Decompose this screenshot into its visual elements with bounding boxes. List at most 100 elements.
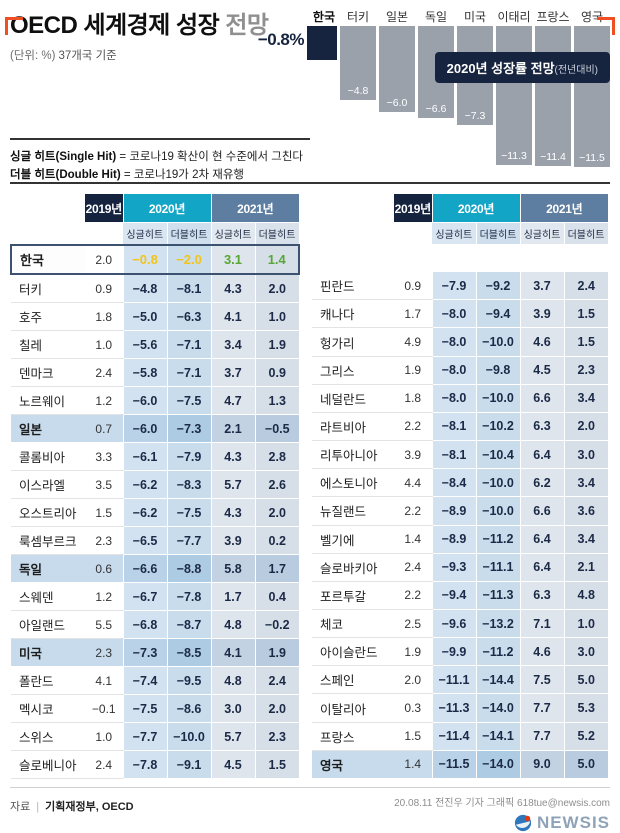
value-cell: −10.0 [166, 722, 211, 751]
value-cell: 2.3 [85, 526, 123, 555]
table-row-프랑스: 프랑스 1.5 −11.4 −14.1 7.7 5.2 [312, 722, 608, 751]
value-cell: −8.0 [431, 327, 476, 357]
value-cell: −5.6 [122, 330, 167, 359]
value-cell: 4.1 [85, 666, 123, 695]
country-name: 덴마크 [11, 358, 85, 387]
country-name: 체코 [312, 609, 394, 639]
subheader-single-2020: 싱글히트 [123, 222, 168, 246]
value-cell: 3.7 [210, 358, 255, 387]
value-cell: −7.3 [166, 414, 211, 443]
value-cell: −0.5 [254, 414, 299, 443]
value-cell: −8.0 [431, 299, 476, 329]
value-cell: 2.2 [394, 581, 432, 611]
country-name: 일본 [11, 414, 85, 443]
footer-section: 자료 | 기획재정부, OECD 20.08.11 전진우 기자 그래픽 618tu… [10, 787, 610, 833]
value-cell: −6.0 [122, 386, 167, 415]
single-hit-definition: 싱글 히트(Single Hit) = 코로나19 확산이 현 수준에서 그친다 [10, 148, 310, 166]
value-cell: −8.7 [166, 610, 211, 639]
value-cell: 3.4 [563, 468, 608, 498]
value-cell: −7.5 [122, 694, 167, 723]
value-cell: −9.4 [431, 581, 476, 611]
value-cell: 1.0 [563, 609, 608, 639]
value-cell: 2.0 [85, 244, 123, 275]
country-name: 아이슬란드 [312, 637, 394, 667]
value-cell: 3.5 [85, 470, 123, 499]
chart-title-badge: 2020년 성장률 전망(전년대비) [434, 52, 610, 83]
forecast-tables: 2019년 2020년 2021년 싱글히트 더블히트 싱글히트 더블히트 한국… [10, 194, 610, 780]
value-cell: −8.1 [431, 412, 476, 442]
value-cell: 0.4 [254, 582, 299, 611]
table-row-미국: 미국 2.3 −7.3 −8.5 4.1 1.9 [11, 638, 299, 667]
value-cell: 0.9 [254, 358, 299, 387]
table-row-핀란드: 핀란드 0.9 −7.9 −9.2 3.7 2.4 [312, 272, 608, 301]
value-cell: 1.0 [254, 302, 299, 331]
value-cell: 9.0 [519, 750, 564, 780]
value-cell: 2.3 [254, 722, 299, 751]
value-cell: 6.6 [519, 496, 564, 526]
value-cell: 1.9 [254, 638, 299, 667]
value-cell: 7.1 [519, 609, 564, 639]
value-cell: −6.2 [122, 470, 167, 499]
bar-label: 터키 [346, 10, 370, 24]
source-separator: | [36, 801, 40, 813]
value-cell: 2.2 [394, 496, 432, 526]
value-cell: 1.9 [394, 637, 432, 667]
value-cell: 6.4 [519, 440, 564, 470]
value-cell: 1.9 [394, 356, 432, 385]
value-cell: 1.7 [254, 554, 299, 583]
value-cell: 3.6 [563, 496, 608, 526]
value-cell: 4.9 [394, 327, 432, 357]
value-cell: −9.4 [475, 299, 520, 329]
value-cell: −9.5 [166, 666, 211, 695]
bar-label: 프랑스 [536, 10, 570, 24]
value-cell: −8.0 [431, 356, 476, 385]
col-header-2021: 2021년 [520, 194, 608, 223]
empty-subheader-cell [394, 223, 432, 245]
value-cell: 3.9 [519, 299, 564, 329]
value-cell: −6.5 [122, 526, 167, 555]
table-row-스위스: 스위스 1.0 −7.7 −10.0 5.7 2.3 [11, 722, 299, 751]
country-name: 라트비아 [312, 412, 394, 442]
table-row-아이슬란드: 아이슬란드 1.9 −9.9 −11.2 4.6 3.0 [312, 637, 608, 667]
table-row-아일랜드: 아일랜드 5.5 −6.8 −8.7 4.8 −0.2 [11, 610, 299, 639]
value-cell: −11.2 [475, 637, 520, 667]
bar-label: 일본 [385, 10, 409, 24]
value-cell: 1.4 [394, 525, 432, 554]
value-cell: −8.6 [166, 694, 211, 723]
value-cell: 0.9 [394, 272, 432, 301]
value-cell: −8.1 [166, 274, 211, 303]
country-name: 오스트리아 [11, 498, 85, 527]
country-name: 스페인 [312, 665, 394, 695]
table-row-에스토니아: 에스토니아 4.4 −8.4 −10.0 6.2 3.4 [312, 468, 608, 498]
value-cell: 1.4 [394, 750, 432, 780]
country-name: 미국 [11, 638, 85, 667]
value-cell: 1.4 [254, 244, 300, 275]
country-name: 폴란드 [11, 666, 85, 695]
subheader-double-2021: 더블히트 [255, 222, 300, 246]
source-line: 자료 | 기획재정부, OECD [10, 794, 134, 814]
value-cell: 1.7 [210, 582, 255, 611]
value-cell: −8.9 [431, 525, 476, 554]
value-cell: 6.3 [519, 581, 564, 611]
col-header-2019: 2019년 [85, 194, 124, 223]
country-name: 헝가리 [312, 327, 394, 357]
value-cell: 3.0 [563, 440, 608, 470]
value-cell: −14.4 [475, 665, 520, 695]
value-cell: −8.5 [166, 638, 211, 667]
value-cell: −9.6 [431, 609, 476, 639]
divider-line [10, 182, 610, 184]
country-name: 아일랜드 [11, 610, 85, 639]
right-table-body: 핀란드 0.9 −7.9 −9.2 3.7 2.4 캐나다 1.7 −8.0 −9.4 3.9 1.5… [312, 244, 608, 780]
empty-subheader-cell [85, 223, 123, 246]
value-cell: 3.7 [519, 272, 564, 301]
value-cell: 6.6 [519, 384, 564, 413]
value-cell: 0.7 [85, 414, 123, 443]
value-cell: −6.3 [166, 302, 211, 331]
value-cell: 3.0 [210, 694, 255, 723]
value-cell: −9.9 [431, 637, 476, 667]
subheader-double-2020: 더블히트 [167, 222, 212, 246]
corner-mark-top-left-icon [5, 17, 23, 35]
country-name: 영국 [312, 750, 394, 780]
value-cell: −7.8 [122, 750, 167, 779]
value-cell: −7.5 [166, 386, 211, 415]
